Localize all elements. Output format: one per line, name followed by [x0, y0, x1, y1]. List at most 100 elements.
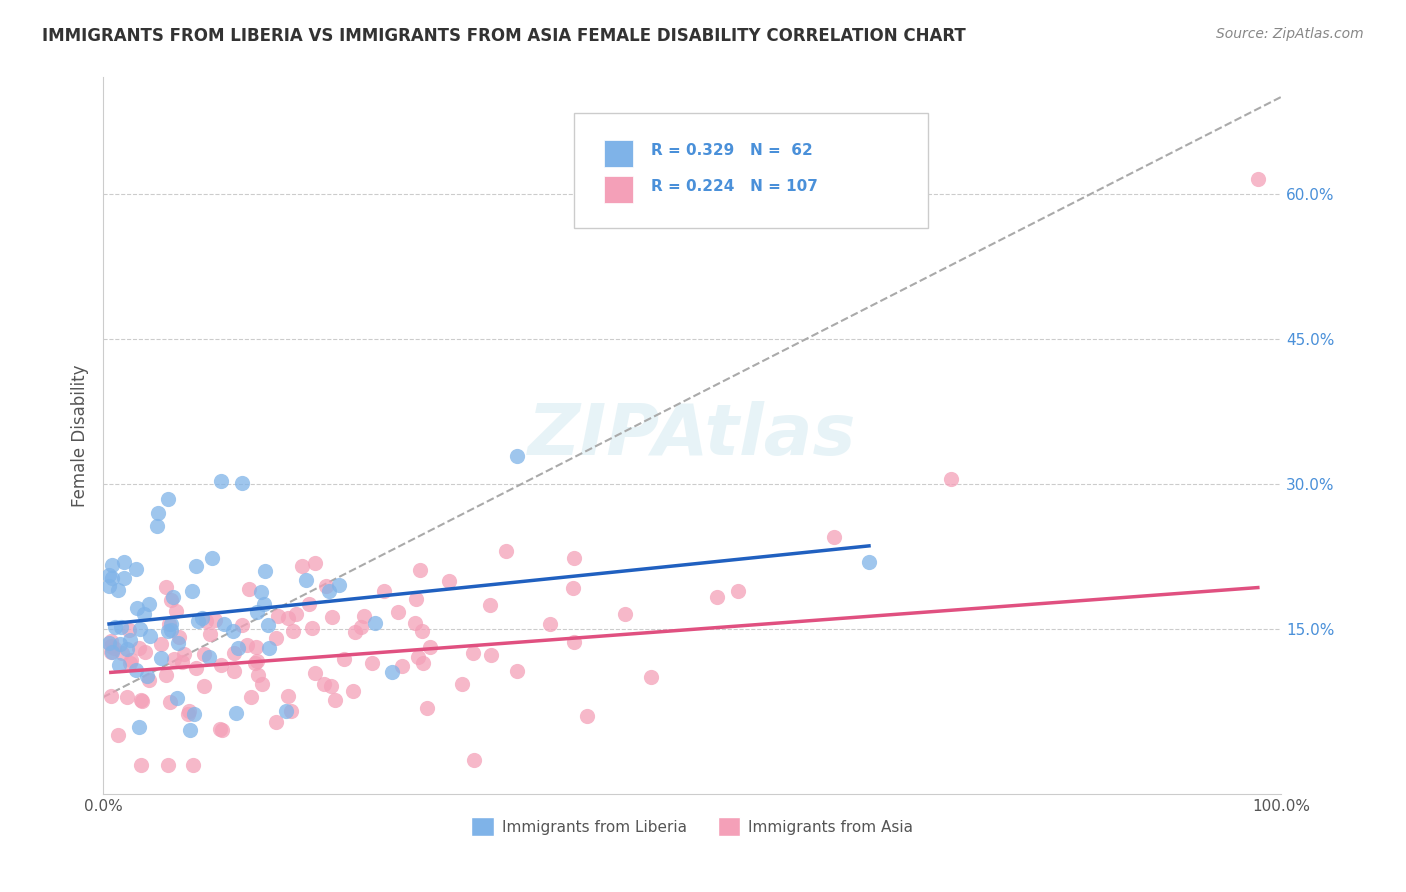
Point: [222, 646, 245, 660]
Point: [505, 665, 527, 679]
Point: [167, 636, 190, 650]
Point: [112, 555, 135, 569]
Bar: [605, 176, 633, 202]
Point: [132, 607, 155, 622]
Point: [506, 449, 529, 463]
Point: [107, 728, 129, 742]
Point: [277, 611, 299, 625]
Bar: [605, 140, 633, 167]
Point: [406, 650, 429, 665]
Point: [103, 640, 125, 655]
Point: [103, 620, 125, 634]
Point: [201, 551, 224, 566]
Point: [419, 640, 441, 654]
Point: [224, 664, 246, 678]
Point: [333, 652, 356, 666]
Point: [167, 630, 190, 644]
Point: [411, 624, 433, 638]
Point: [250, 585, 273, 599]
Point: [412, 657, 434, 671]
Point: [159, 592, 181, 607]
Point: [318, 583, 340, 598]
Point: [193, 679, 215, 693]
Point: [246, 605, 269, 619]
Text: IMMIGRANTS FROM LIBERIA VS IMMIGRANTS FROM ASIA FEMALE DISABILITY CORRELATION CH: IMMIGRANTS FROM LIBERIA VS IMMIGRANTS FR…: [42, 27, 966, 45]
Point: [1247, 172, 1270, 186]
Point: [184, 559, 207, 574]
Point: [562, 581, 585, 595]
Point: [173, 647, 195, 661]
Point: [451, 676, 474, 690]
Point: [323, 693, 346, 707]
Legend: Immigrants from Liberia, Immigrants from Asia: Immigrants from Liberia, Immigrants from…: [464, 810, 921, 844]
Point: [247, 668, 270, 682]
Point: [181, 758, 204, 772]
Point: [236, 638, 259, 652]
Point: [118, 623, 141, 637]
Point: [163, 652, 186, 666]
Point: [562, 634, 585, 648]
Point: [361, 656, 384, 670]
Point: [283, 624, 305, 639]
Point: [193, 647, 215, 661]
Point: [165, 604, 187, 618]
Point: [280, 704, 302, 718]
Point: [231, 617, 253, 632]
Point: [100, 639, 122, 653]
Point: [463, 753, 485, 767]
Point: [211, 723, 233, 737]
Point: [257, 618, 280, 632]
Point: [110, 620, 132, 634]
Point: [315, 579, 337, 593]
Point: [156, 491, 179, 506]
Point: [136, 669, 159, 683]
Point: [823, 530, 845, 544]
Point: [614, 607, 637, 621]
Point: [297, 597, 319, 611]
Point: [155, 580, 177, 594]
Point: [101, 558, 124, 572]
Point: [319, 679, 342, 693]
Point: [209, 658, 232, 673]
Text: R = 0.329   N =  62: R = 0.329 N = 62: [651, 143, 813, 158]
Point: [562, 551, 585, 566]
Point: [157, 617, 180, 632]
Point: [101, 572, 124, 586]
Point: [328, 577, 350, 591]
Point: [129, 693, 152, 707]
Point: [250, 677, 273, 691]
Point: [941, 472, 963, 486]
Point: [157, 624, 180, 638]
Point: [138, 598, 160, 612]
Point: [125, 664, 148, 678]
Point: [409, 563, 432, 577]
Point: [373, 584, 395, 599]
Point: [259, 641, 281, 656]
Point: [183, 707, 205, 722]
Point: [120, 653, 142, 667]
Point: [640, 670, 662, 684]
Point: [285, 607, 308, 621]
Point: [198, 626, 221, 640]
Point: [321, 610, 343, 624]
Point: [195, 614, 218, 628]
Point: [264, 714, 287, 729]
Point: [209, 475, 232, 489]
Point: [124, 562, 146, 576]
Point: [177, 704, 200, 718]
Point: [160, 623, 183, 637]
Point: [304, 556, 326, 570]
Point: [100, 644, 122, 658]
Point: [225, 706, 247, 720]
Point: [231, 476, 253, 491]
Point: [117, 690, 139, 705]
Point: [155, 667, 177, 681]
Point: [181, 584, 204, 599]
Point: [98, 568, 121, 582]
Point: [304, 665, 326, 680]
Point: [479, 648, 502, 662]
Point: [301, 621, 323, 635]
Point: [245, 640, 267, 655]
Point: [191, 611, 214, 625]
Point: [159, 695, 181, 709]
